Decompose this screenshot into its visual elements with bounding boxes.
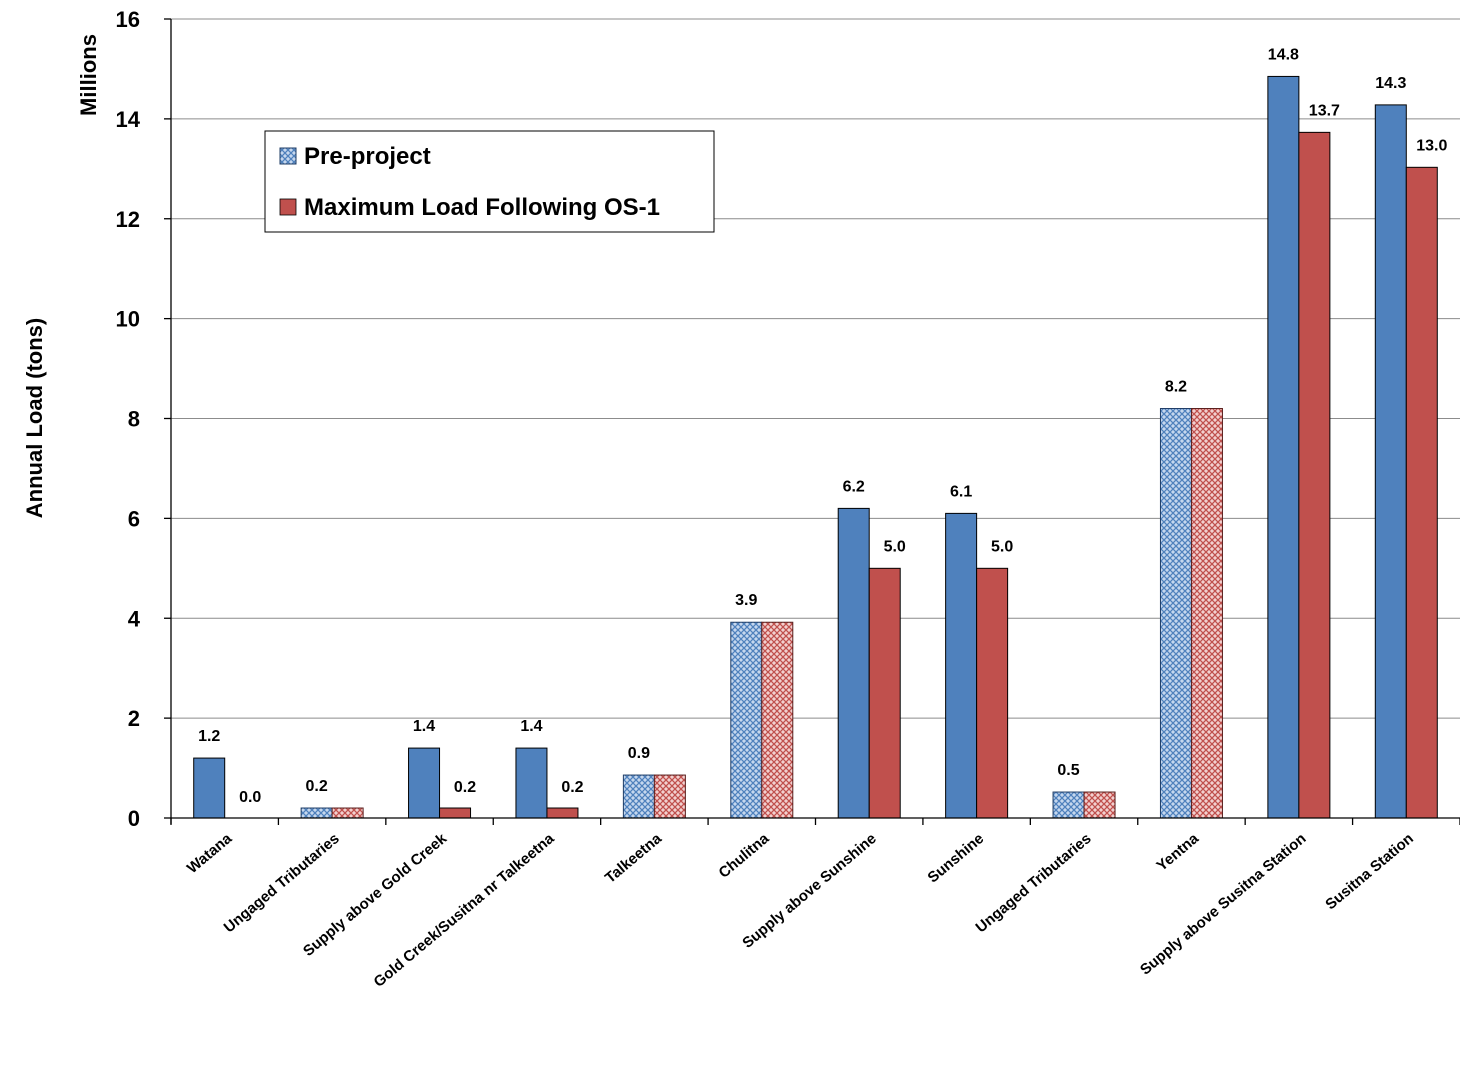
y-axis-unit: Millions	[76, 34, 101, 116]
y-tick-label: 4	[128, 606, 141, 631]
x-category-label: Chulitna	[715, 830, 772, 882]
data-label: 6.1	[950, 483, 972, 500]
bar-pre-project	[945, 512, 978, 819]
data-label: 6.2	[843, 478, 865, 495]
bar-pre-project	[837, 507, 870, 819]
bar-pre-project	[730, 621, 763, 819]
legend-label-max-load: Maximum Load Following OS-1	[304, 194, 660, 221]
bar-pre-project	[408, 747, 441, 819]
y-tick-label: 14	[116, 107, 141, 132]
bar-max-load	[653, 774, 686, 819]
data-label: 5.0	[991, 538, 1013, 555]
y-tick-label: 10	[116, 307, 140, 332]
data-label: 14.3	[1375, 75, 1406, 92]
data-label: 0.2	[454, 779, 476, 796]
data-label: 5.0	[884, 538, 906, 555]
legend-box	[264, 130, 715, 233]
y-tick-label: 8	[128, 407, 140, 432]
x-category-label: Ungaged Tributaries	[973, 830, 1095, 936]
axes	[164, 18, 1460, 825]
y-tick-label: 16	[116, 7, 140, 32]
data-label: 0.5	[1057, 762, 1079, 779]
legend: Pre-project Maximum Load Following OS-1	[264, 130, 715, 233]
x-category-label: Susitna Station	[1322, 830, 1417, 913]
data-label: 0.0	[239, 789, 261, 806]
y-tick-label: 12	[116, 207, 140, 232]
x-category-label: Talkeetna	[602, 830, 666, 887]
bar-pre-project	[622, 774, 655, 819]
data-label: 13.7	[1309, 102, 1340, 119]
bar-max-load	[761, 621, 794, 819]
data-label: 1.2	[198, 728, 220, 745]
bar-pre-project	[1159, 408, 1192, 819]
legend-swatch-max-load	[279, 198, 297, 216]
x-category-label: Gold Creek/Susitna nr Talkeetna	[371, 830, 558, 991]
data-label: 13.0	[1416, 137, 1447, 154]
data-label: 0.2	[306, 778, 328, 795]
bar-max-load	[868, 567, 901, 819]
bar-max-load	[1083, 791, 1116, 819]
data-label: 1.4	[413, 718, 435, 735]
bar-max-load	[1190, 408, 1223, 819]
legend-swatch-pre-project	[279, 147, 297, 165]
x-category-label: Ungaged Tributaries	[221, 830, 343, 936]
gridlines	[171, 18, 1460, 719]
bar-pre-project	[515, 747, 548, 819]
data-label: 1.4	[520, 718, 542, 735]
y-axis-title: Annual Load (tons)	[22, 318, 47, 518]
bar-pre-project	[300, 807, 333, 819]
x-category-label: Yentna	[1153, 830, 1202, 875]
data-labels: 1.2 0.0 0.2 1.4 0.2 1.4 0.2 0.9 3.9 6.2 5.0 6.1 5.0 0…	[198, 46, 1447, 806]
bar-pre-project	[1267, 75, 1300, 819]
x-category-label: Supply above Susitna Station	[1137, 830, 1309, 979]
data-label: 0.2	[561, 779, 583, 796]
data-label: 14.8	[1268, 46, 1299, 63]
bar-max-load	[1405, 166, 1438, 819]
x-category-label: Sunshine	[925, 830, 988, 886]
bar-max-load	[1298, 131, 1331, 819]
bar-max-load	[546, 807, 579, 819]
y-tick-label: 0	[128, 806, 140, 831]
bars	[193, 75, 1438, 819]
data-label: 8.2	[1165, 379, 1187, 396]
y-tick-label: 6	[128, 506, 140, 531]
data-label: 0.9	[628, 745, 650, 762]
x-category-label: Watana	[184, 830, 236, 877]
bar-pre-project	[1374, 104, 1407, 819]
bar-max-load	[976, 567, 1009, 819]
bar-pre-project	[193, 757, 226, 819]
y-tick-labels: 0 2 4 6 8 10 12 14 16	[116, 7, 141, 831]
data-label: 3.9	[735, 592, 757, 609]
bar-pre-project	[1052, 791, 1085, 819]
y-tick-label: 2	[128, 706, 140, 731]
legend-label-pre-project: Pre-project	[304, 143, 431, 170]
bar-max-load	[439, 807, 472, 819]
bar-max-load	[331, 807, 364, 819]
